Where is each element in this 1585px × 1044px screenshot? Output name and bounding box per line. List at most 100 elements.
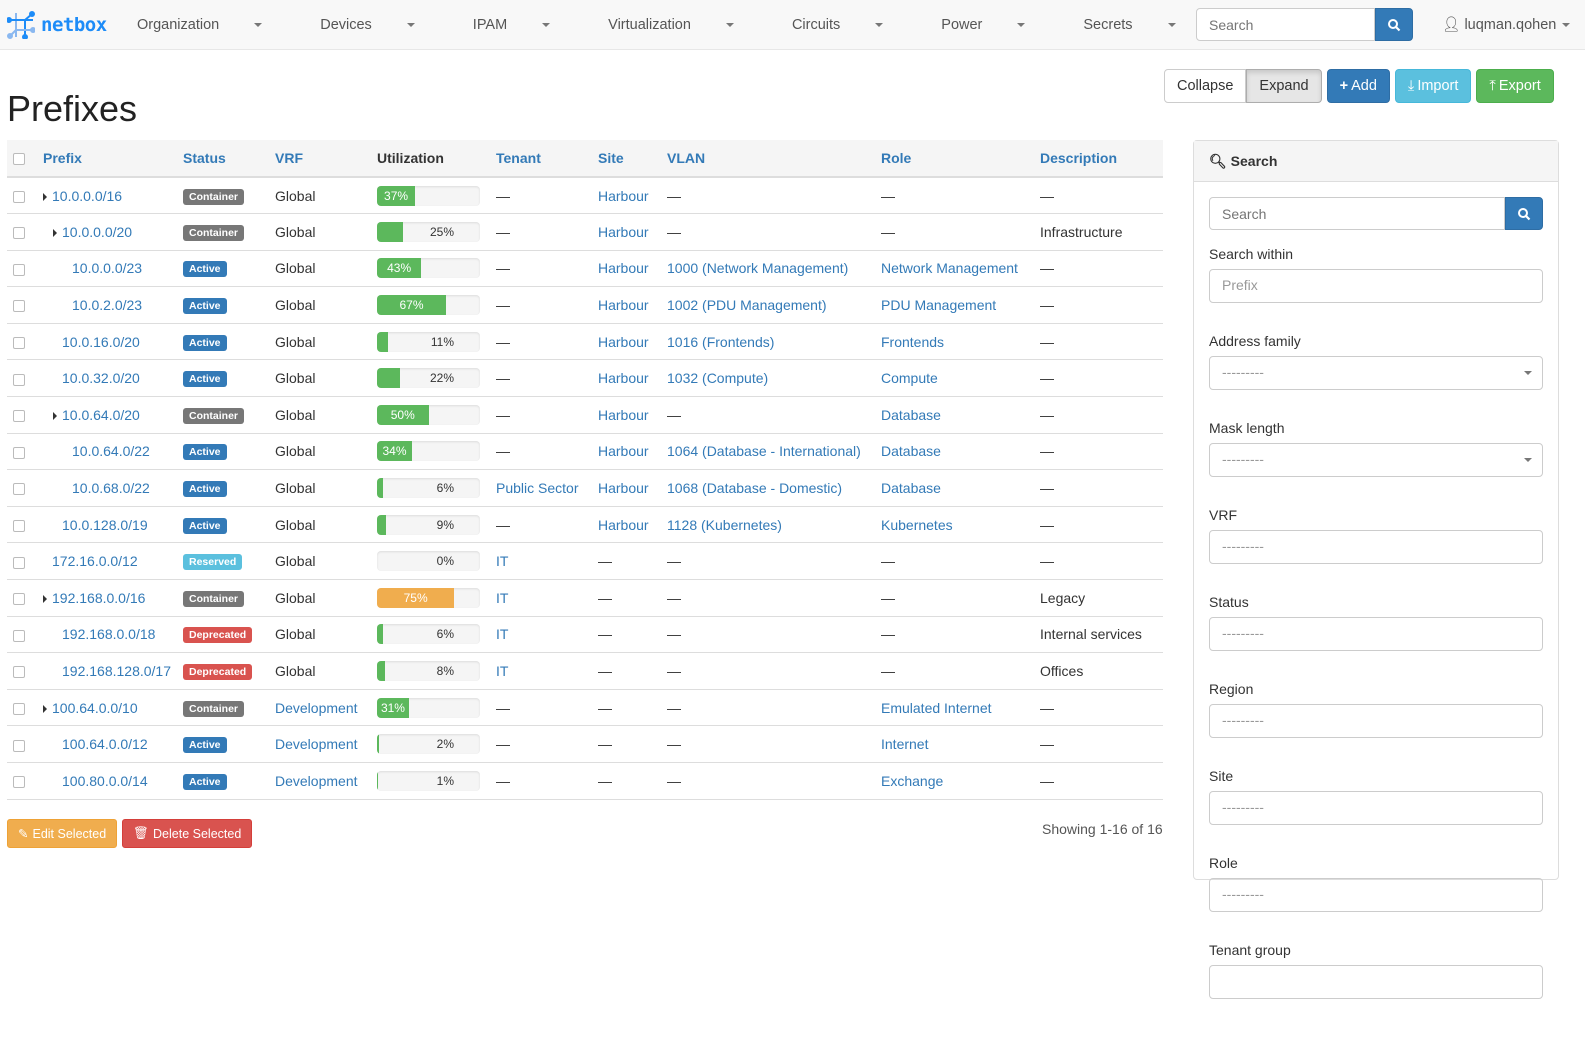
vlan-link[interactable]: 1064 (Database - International) [667,443,861,460]
row-checkbox[interactable] [13,446,25,459]
vlan-link[interactable]: 1032 (Compute) [667,370,769,387]
site-link[interactable]: Harbour [598,187,649,204]
tenant-link[interactable]: IT [496,589,509,606]
expand-arrow-icon[interactable] [53,229,57,238]
tenant-link[interactable]: IT [496,553,509,570]
add-button[interactable]: + Add [1326,69,1390,103]
nav-menu-virtualization[interactable]: Virtualization [608,17,763,33]
filter-search-input[interactable] [1209,197,1506,230]
filter-search-within-input[interactable]: Prefix [1209,269,1543,303]
navbar-search-button[interactable] [1375,8,1413,41]
vlan-link[interactable]: 1016 (Frontends) [667,333,775,350]
role-link[interactable]: Database [881,443,941,460]
nav-menu-power[interactable]: Power [941,17,1054,33]
nav-menu-organization[interactable]: Organization [137,17,291,33]
role-link[interactable]: Emulated Internet [881,699,992,716]
role-link[interactable]: Frontends [881,333,945,350]
prefix-link[interactable]: 10.0.64.0/22 [72,443,150,460]
filter-status-input[interactable]: --------- [1209,617,1543,651]
navbar-search-input[interactable] [1196,8,1375,41]
prefix-link[interactable]: 192.168.0.0/16 [52,589,146,606]
filter-search-button[interactable] [1505,197,1543,230]
row-checkbox[interactable] [13,666,25,679]
site-link[interactable]: Harbour [598,406,649,423]
filter-vrf-input[interactable]: --------- [1209,530,1543,564]
site-link[interactable]: Harbour [598,480,649,497]
edit-selected-button[interactable]: ✎ Edit Selected [7,819,118,848]
filter-role-input[interactable]: --------- [1209,878,1543,912]
filter-mask-length-select[interactable]: --------- [1209,443,1543,477]
prefix-link[interactable]: 100.64.0.0/12 [62,736,148,753]
row-checkbox[interactable] [13,702,25,715]
prefix-link[interactable]: 10.0.0.0/20 [62,223,133,240]
row-checkbox[interactable] [13,739,25,752]
site-link[interactable]: Harbour [598,223,649,240]
column-header-tenant[interactable]: Tenant [490,140,592,178]
sort-link[interactable]: Tenant [496,150,541,166]
prefix-link[interactable]: 10.0.0.0/23 [72,260,143,277]
prefix-link[interactable]: 192.168.128.0/17 [62,663,171,680]
prefix-link[interactable]: 10.0.32.0/20 [62,370,140,387]
role-link[interactable]: Compute [881,370,938,387]
expand-arrow-icon[interactable] [43,192,47,201]
vrf-link[interactable]: Development [275,772,358,789]
row-checkbox[interactable] [13,519,25,532]
column-header-description[interactable]: Description [1034,140,1163,178]
site-link[interactable]: Harbour [598,297,649,314]
prefix-link[interactable]: 10.0.68.0/22 [72,480,150,497]
column-header-site[interactable]: Site [592,140,661,178]
role-link[interactable]: Kubernetes [881,516,953,533]
sort-link[interactable]: Description [1040,150,1118,166]
vlan-link[interactable]: 1002 (PDU Management) [667,297,827,314]
column-header-prefix[interactable]: Prefix [37,140,177,178]
sort-link[interactable]: Role [881,150,912,166]
row-checkbox[interactable] [13,776,25,789]
vrf-link[interactable]: Development [275,736,358,753]
vlan-link[interactable]: 1128 (Kubernetes) [667,516,782,533]
row-checkbox[interactable] [13,483,25,496]
row-checkbox[interactable] [13,263,25,276]
vlan-link[interactable]: 1068 (Database - Domestic) [667,480,843,497]
row-checkbox[interactable] [13,410,25,423]
prefix-link[interactable]: 10.0.64.0/20 [62,406,140,423]
column-header-status[interactable]: Status [177,140,269,178]
tenant-link[interactable]: Public Sector [496,480,579,497]
site-link[interactable]: Harbour [598,260,649,277]
prefix-link[interactable]: 192.168.0.0/18 [62,626,156,643]
filter-tenant-group-input[interactable] [1209,965,1543,999]
delete-selected-button[interactable]: 🗑︎ Delete Selected [122,819,253,848]
role-link[interactable]: Database [881,480,941,497]
column-header-vrf[interactable]: VRF [269,140,371,178]
sort-link[interactable]: VLAN [667,150,706,166]
prefix-link[interactable]: 100.80.0.0/14 [62,772,148,789]
row-checkbox[interactable] [13,300,25,313]
role-link[interactable]: Network Management [881,260,1018,277]
tenant-link[interactable]: IT [496,663,509,680]
nav-menu-circuits[interactable]: Circuits [792,17,912,33]
nav-menu-devices[interactable]: Devices [320,17,444,33]
select-all-checkbox[interactable] [13,153,25,166]
sort-link[interactable]: VRF [275,150,303,166]
role-link[interactable]: Internet [881,736,929,753]
prefix-link[interactable]: 10.0.128.0/19 [62,516,148,533]
site-link[interactable]: Harbour [598,516,649,533]
prefix-link[interactable]: 172.16.0.0/12 [52,553,138,570]
row-checkbox[interactable] [13,373,25,386]
export-button[interactable]: ⤒ Export [1476,69,1554,103]
role-link[interactable]: Database [881,406,941,423]
netbox-logo[interactable]: netbox [7,11,107,39]
collapse-button[interactable]: Collapse [1164,69,1247,103]
row-checkbox[interactable] [13,227,25,240]
row-checkbox[interactable] [13,593,25,606]
filter-site-input[interactable]: --------- [1209,791,1543,825]
row-checkbox[interactable] [13,336,25,349]
prefix-link[interactable]: 10.0.2.0/23 [72,297,143,314]
prefix-link[interactable]: 10.0.16.0/20 [62,333,140,350]
row-checkbox[interactable] [13,629,25,642]
site-link[interactable]: Harbour [598,443,649,460]
column-header-role[interactable]: Role [875,140,1034,178]
import-button[interactable]: ⤓ Import [1394,69,1472,103]
user-menu[interactable]: 👤︎ luqman.qohen [1442,16,1571,33]
role-link[interactable]: Exchange [881,772,944,789]
vrf-link[interactable]: Development [275,699,358,716]
